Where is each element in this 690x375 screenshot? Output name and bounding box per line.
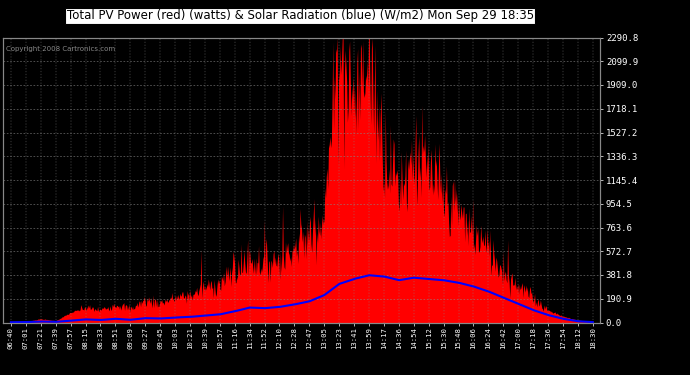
Text: Copyright 2008 Cartronics.com: Copyright 2008 Cartronics.com (6, 46, 115, 52)
Text: Total PV Power (red) (watts) & Solar Radiation (blue) (W/m2) Mon Sep 29 18:35: Total PV Power (red) (watts) & Solar Rad… (67, 9, 533, 22)
